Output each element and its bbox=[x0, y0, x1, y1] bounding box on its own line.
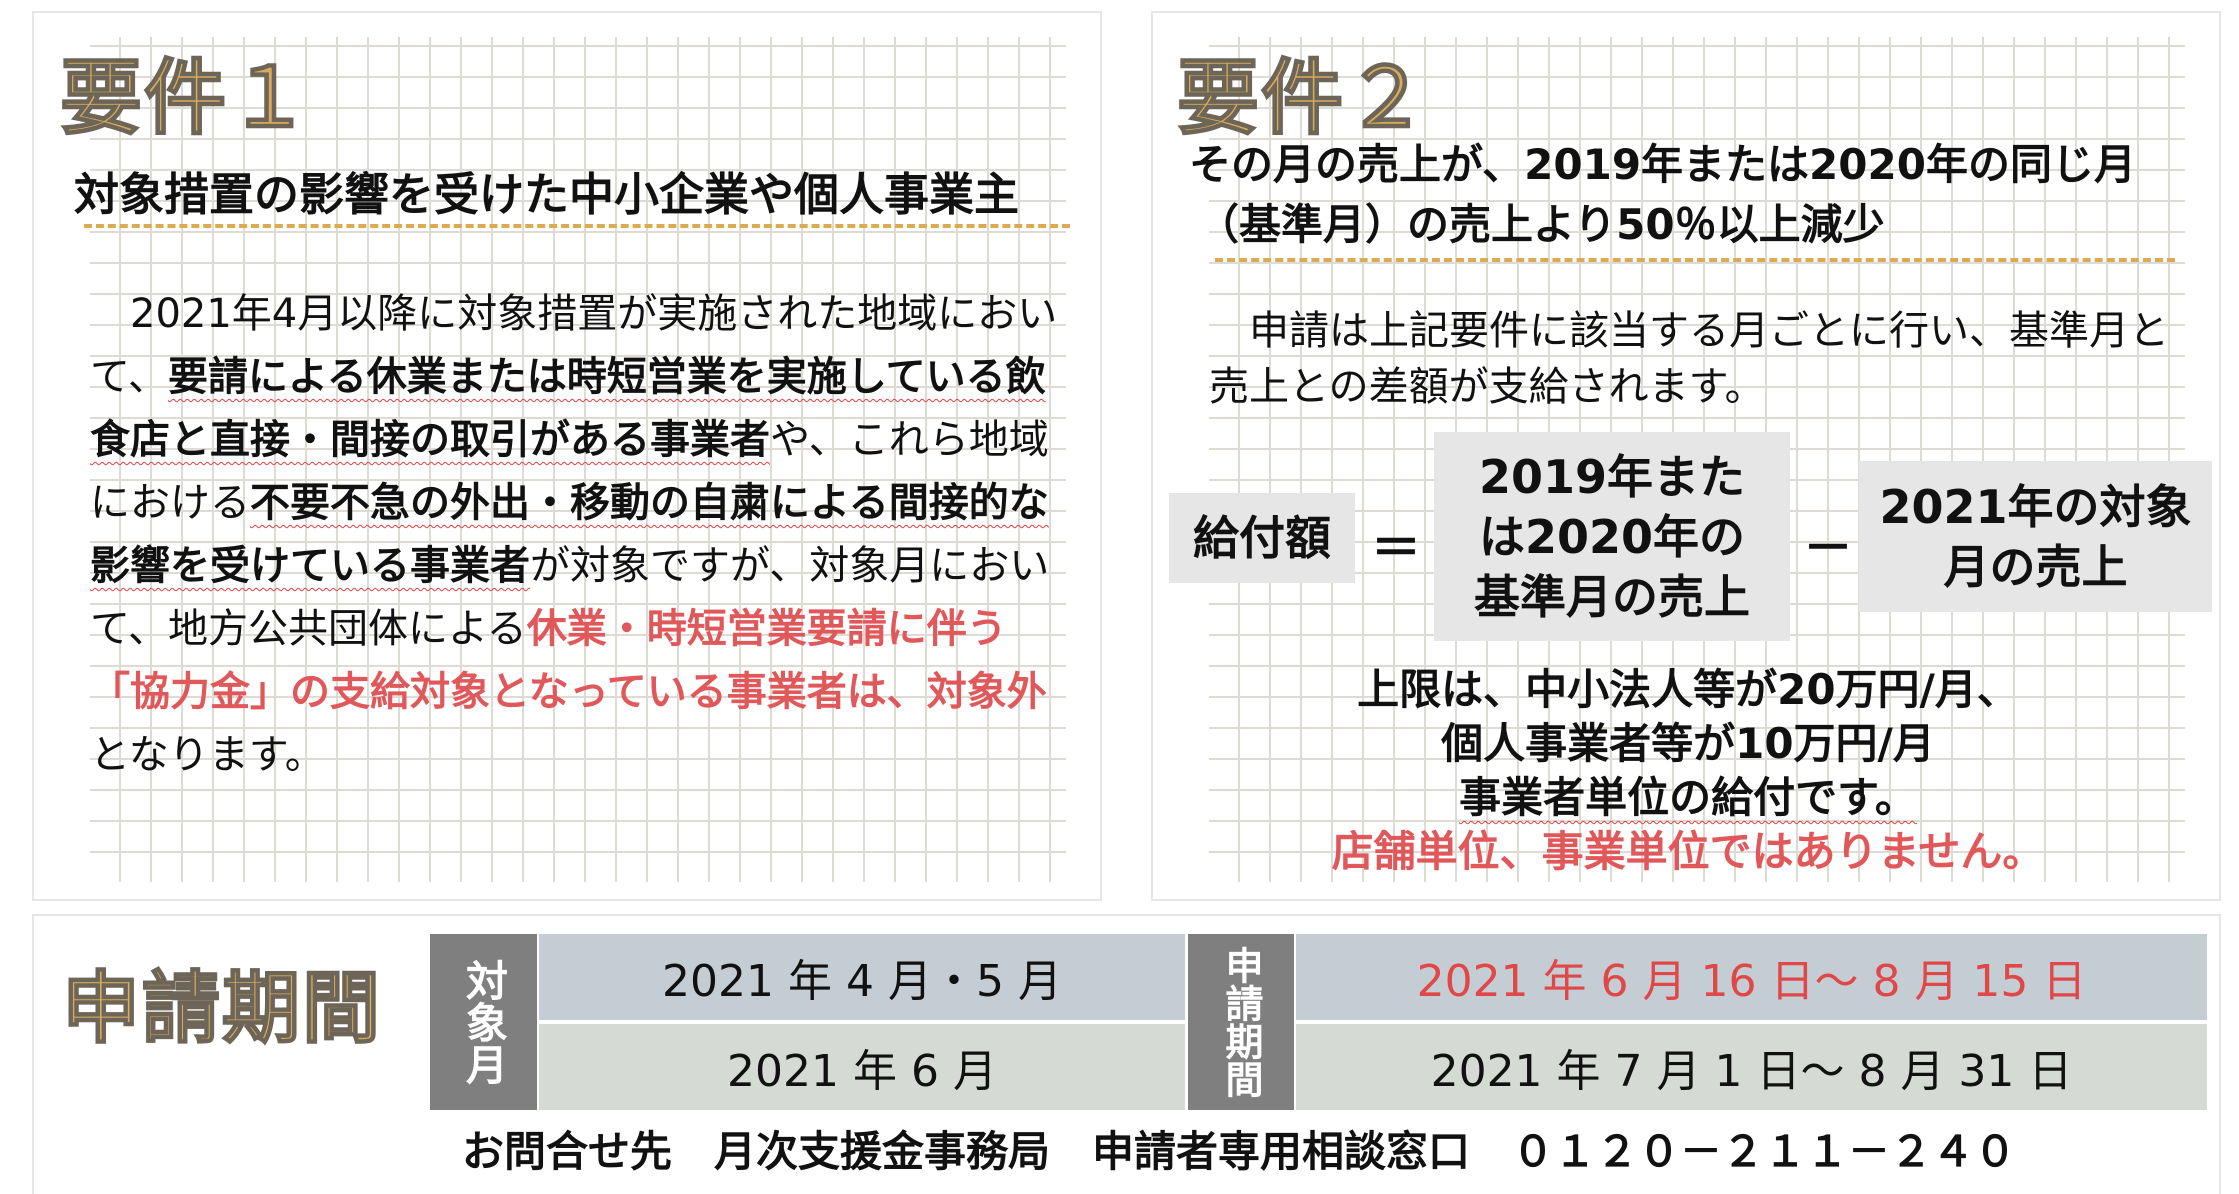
body-bold-2: 不要不急の外出・移動の自粛による間接的な影響を受けている事業者 bbox=[90, 480, 1049, 589]
limit-line-1: 上限は、中小法人等が20万円/月、 bbox=[1357, 665, 2019, 714]
equals-sign: ＝ bbox=[1371, 519, 1421, 577]
period-row-2: 2021 年 7 月 1 日～ 8 月 31 日 bbox=[1296, 1024, 2207, 1110]
requirement-1-title: 要件１ bbox=[59, 50, 313, 147]
limit-note: 店舗単位、事業単位ではありません。 bbox=[1331, 827, 2045, 876]
body-bold-1: 要請による休業または時短営業を実施している飲食店と直接・間接の取引がある事業者 bbox=[90, 354, 1046, 463]
requirement-2-subtitle-1: その月の売上が、2019年または2020年の同じ月 bbox=[1189, 140, 2136, 189]
body-text: が対象ですが、対象月において、地方公共団体による bbox=[90, 543, 1050, 652]
divider bbox=[84, 224, 1070, 228]
grid-background bbox=[90, 37, 1066, 882]
period-header: 申請期間 bbox=[1188, 934, 1294, 1110]
limit-line-3: 事業者単位の給付です。 bbox=[1153, 771, 2223, 825]
limit-line-2: 個人事業者等が10万円/月 bbox=[1441, 719, 1935, 768]
limit-line-3-text: 事業者単位の給付です。 bbox=[1459, 773, 1917, 822]
formula-term-1: 2019年または2020年の基準月の売上 bbox=[1434, 432, 1790, 641]
requirement-2-subtitle-2: （基準月）の売上より50％以上減少 bbox=[1197, 200, 1885, 249]
formula-term-2: 2021年の対象月の売上 bbox=[1859, 461, 2212, 612]
body-text: 2021年4月以降に対象措置が実施された地域において、 bbox=[90, 291, 1058, 400]
requirement-1-body: 2021年4月以降に対象措置が実施された地域において、要請による休業または時短営… bbox=[90, 283, 1080, 787]
target-row-1: 2021 年 4 月・5 月 bbox=[539, 934, 1185, 1020]
requirement-1-subtitle: 対象措置の影響を受けた中小企業や個人事業主 bbox=[74, 168, 1020, 221]
target-row-2: 2021 年 6 月 bbox=[539, 1024, 1185, 1110]
contact-info: お問合せ先 月次支援金事務局 申請者専用相談窓口 ０１２０－２１１－２４０ bbox=[462, 1127, 2017, 1176]
requirement-2-panel: 要件２ その月の売上が、2019年または2020年の同じ月 （基準月）の売上より… bbox=[1151, 11, 2221, 901]
divider bbox=[1215, 258, 2175, 262]
requirement-2-title: 要件２ bbox=[1176, 50, 1430, 147]
body-text: となります。 bbox=[90, 732, 325, 778]
body-text: や、これら地域における bbox=[90, 417, 1049, 526]
formula-lhs: 給付額 bbox=[1169, 493, 1355, 583]
requirement-1-panel: 要件１ 対象措置の影響を受けた中小企業や個人事業主 2021年4月以降に対象措置… bbox=[32, 11, 1102, 901]
minus-sign: － bbox=[1803, 519, 1853, 577]
period-row-1: 2021 年 6 月 16 日～ 8 月 15 日 bbox=[1296, 934, 2207, 1020]
period-title: 申請期間 bbox=[61, 963, 383, 1055]
requirement-2-body: 申請は上記要件に該当する月ごとに行い、基準月と売上との差額が支給されます。 bbox=[1209, 308, 2169, 410]
target-month-header: 対象月 bbox=[430, 934, 537, 1110]
body-red: 休業・時短営業要請に伴う「協力金」の支給対象となっている事業者は、対象外 bbox=[90, 606, 1047, 715]
